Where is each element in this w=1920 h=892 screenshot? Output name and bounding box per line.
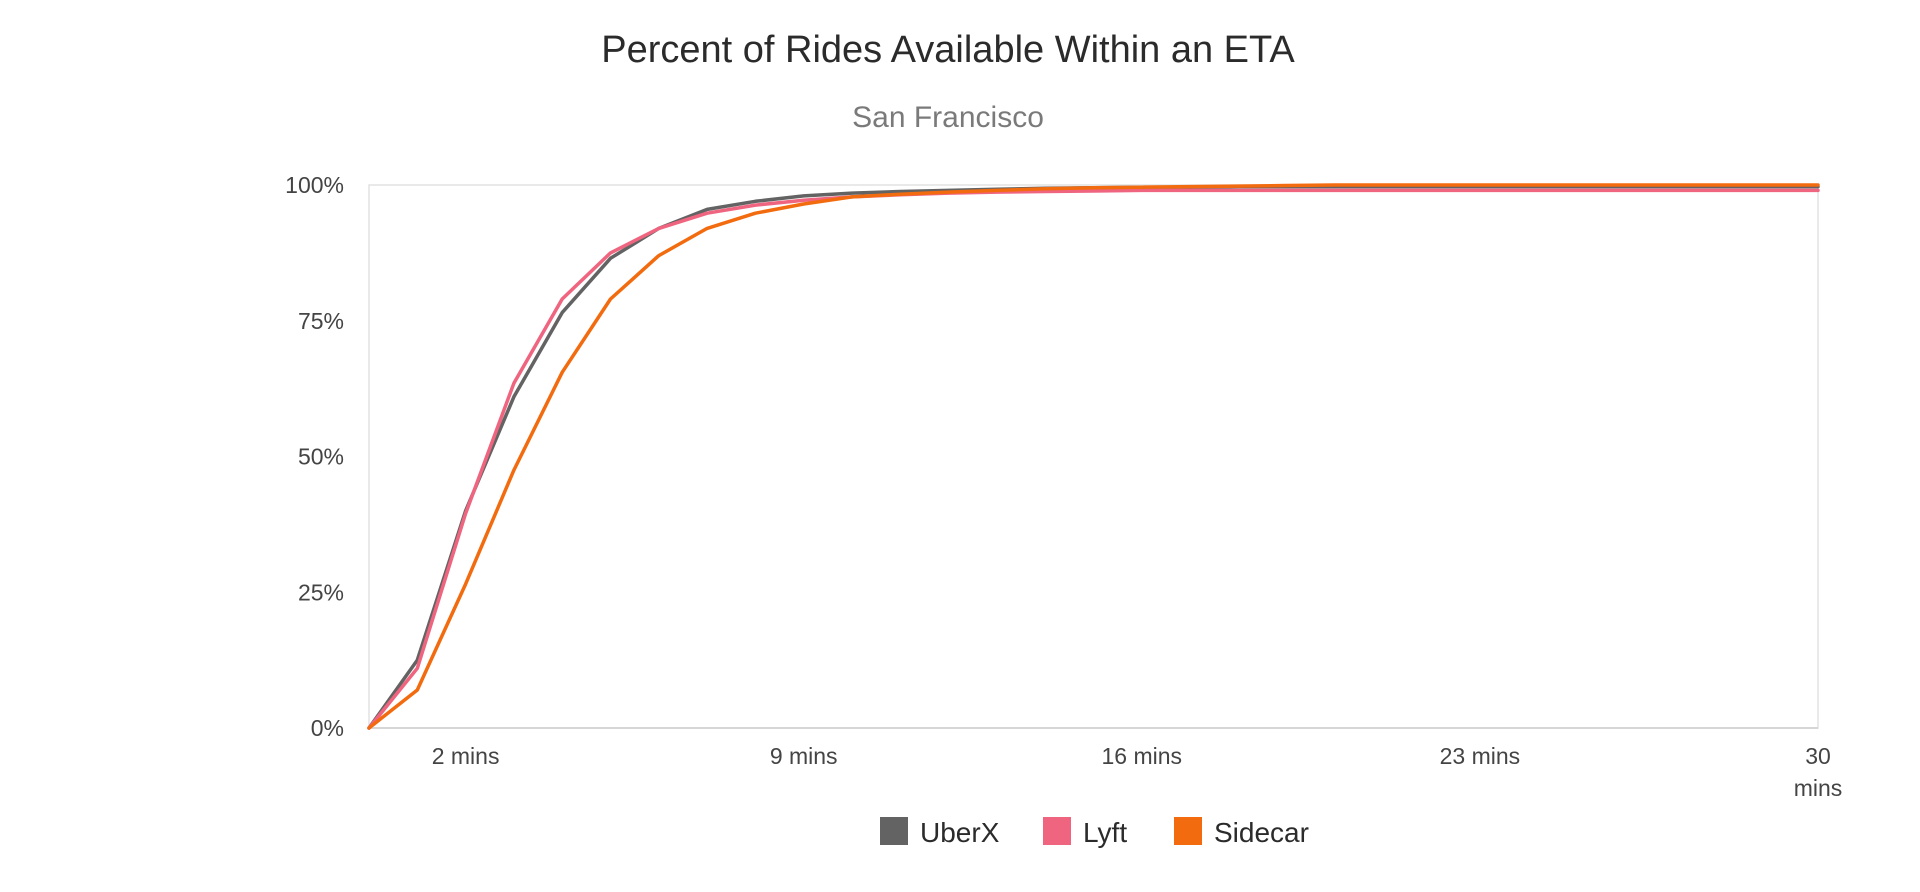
series-line-uberx (367, 184, 1820, 730)
legend-swatch-lyft (1043, 817, 1071, 845)
legend-label-uberx: UberX (920, 817, 1000, 848)
series-line-sidecar (367, 183, 1820, 730)
y-tick-label: 100% (285, 172, 344, 198)
legend-swatch-uberx (880, 817, 908, 845)
x-tick-label: 9 mins (770, 743, 838, 769)
x-tick-label: 30 mins (1794, 743, 1843, 801)
x-tick-label: 16 mins (1102, 743, 1183, 769)
legend-label-lyft: Lyft (1083, 817, 1127, 848)
chart-subtitle: San Francisco (852, 101, 1044, 134)
y-tick-label: 25% (298, 579, 344, 605)
legend-label-sidecar: Sidecar (1214, 817, 1309, 848)
legend-swatch-sidecar (1174, 817, 1202, 845)
x-tick-label: 2 mins (432, 743, 500, 769)
y-tick-label: 0% (311, 715, 344, 741)
y-tick-label: 50% (298, 444, 344, 470)
x-axis: 2 mins 9 mins 16 mins 23 mins 30 mins (432, 743, 1843, 801)
series-layer (367, 183, 1820, 730)
series-line-lyft (367, 188, 1820, 730)
chart-title: Percent of Rides Available Within an ETA (601, 29, 1295, 71)
x-tick-label: 23 mins (1440, 743, 1521, 769)
plot-area (368, 184, 1819, 729)
y-axis: 0% 25% 50% 75% 100% (285, 172, 344, 741)
plot-frame (368, 184, 1819, 729)
legend: UberX Lyft Sidecar (880, 817, 1309, 848)
y-tick-label: 75% (298, 308, 344, 334)
